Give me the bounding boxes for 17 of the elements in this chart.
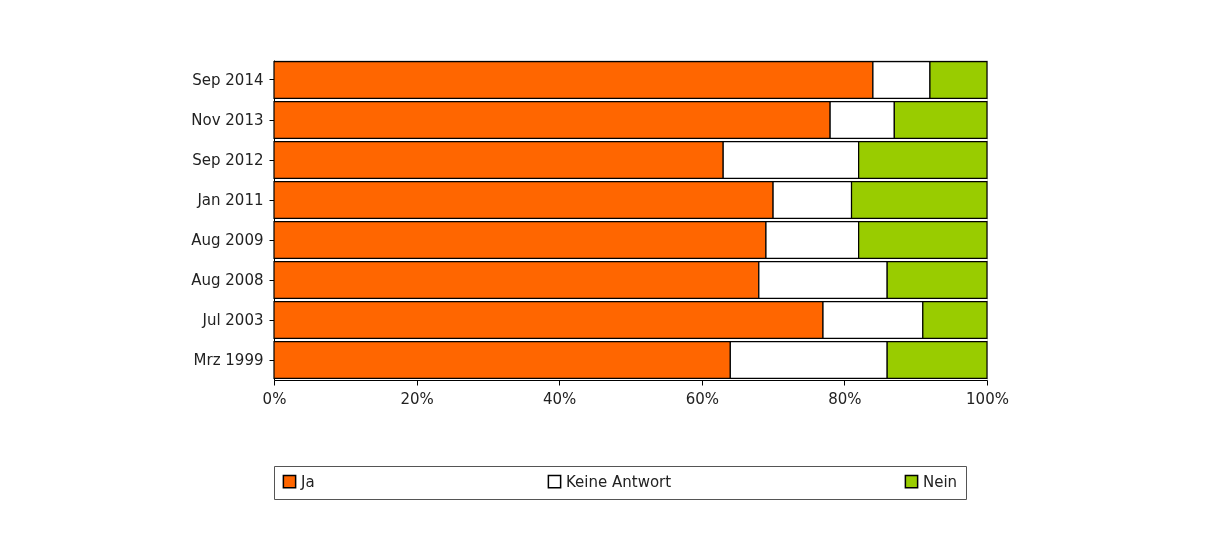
x-tick-label: 100% — [966, 389, 1009, 408]
x-tick-label: 60% — [685, 389, 719, 408]
legend-label: Nein — [923, 472, 958, 491]
y-tick-label: Jan 2011 — [196, 191, 264, 209]
x-tick-label: 80% — [828, 389, 862, 408]
y-tick-label: Aug 2009 — [191, 231, 264, 249]
y-tick-label: Sep 2012 — [192, 151, 264, 169]
y-tick-label: Aug 2008 — [191, 271, 264, 289]
y-tick-label: Sep 2014 — [192, 71, 264, 89]
y-tick-label: Jul 2003 — [201, 311, 264, 329]
x-tick-label: 0% — [262, 389, 287, 408]
legend-label: Ja — [300, 472, 315, 491]
legend-label: Keine Antwort — [566, 472, 672, 491]
y-tick-label: Nov 2013 — [191, 111, 264, 129]
x-tick-label: 20% — [400, 389, 434, 408]
y-tick-label: Mrz 1999 — [193, 351, 264, 369]
x-tick-label: 40% — [543, 389, 577, 408]
